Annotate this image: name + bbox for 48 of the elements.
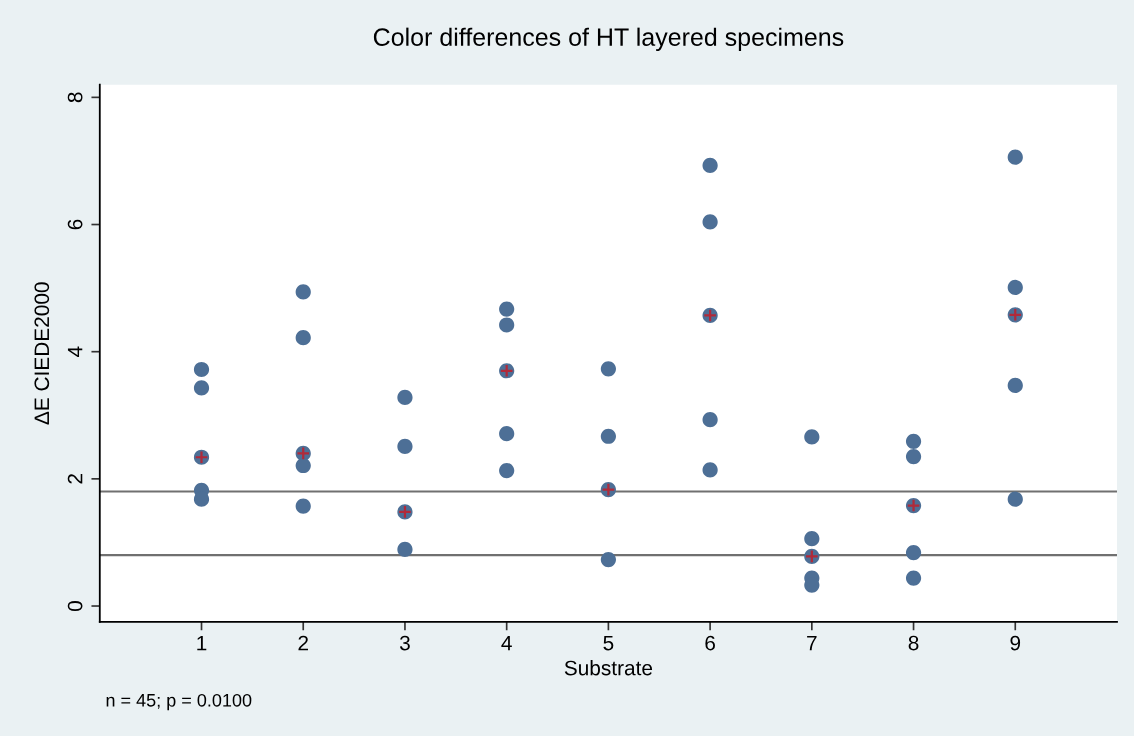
point [397,438,413,455]
x-tick-label: 2 [298,635,308,651]
x-tick-label: 3 [399,635,410,651]
point [600,428,616,444]
point [600,361,616,377]
x-tick-label: 5 [603,635,614,651]
y-axis-title: ΔE CIEDE2000 [34,282,50,425]
point [193,380,210,396]
point [499,301,515,317]
point [905,570,922,586]
point [1007,491,1023,507]
x-tick-label: 4 [501,635,512,651]
point [295,284,311,300]
y-tick-label: 0 [67,601,83,611]
point [804,531,820,547]
x-tick-label: 7 [807,635,817,651]
point [397,541,413,558]
point [905,545,922,561]
chart-title: Color differences of HT layered specimens [373,27,844,51]
x-tick-label: 1 [197,635,207,651]
point [295,498,311,514]
point [905,449,922,465]
x-tick-label: 8 [908,635,919,651]
point [702,157,718,173]
point [193,361,210,378]
point [804,429,820,445]
point [499,426,515,442]
y-tick-label: 6 [67,219,83,230]
point [1007,279,1023,296]
x-tick-label: 9 [1010,635,1021,651]
y-tick-label: 8 [67,92,83,103]
point [702,462,718,478]
point [499,317,515,333]
y-tick-label: 2 [67,474,83,484]
x-axis-title: Substrate [564,660,653,676]
x-tick-label: 6 [705,635,715,651]
point [702,412,718,428]
point [1007,149,1023,165]
point [295,330,311,346]
point [1007,377,1023,393]
point [499,462,515,479]
point [295,457,311,474]
point [702,214,718,230]
point [600,552,616,568]
point [905,433,922,449]
point [397,389,413,406]
text: n = 45; p = 0.0100 [106,693,252,711]
y-tick-label: 4 [67,346,83,357]
